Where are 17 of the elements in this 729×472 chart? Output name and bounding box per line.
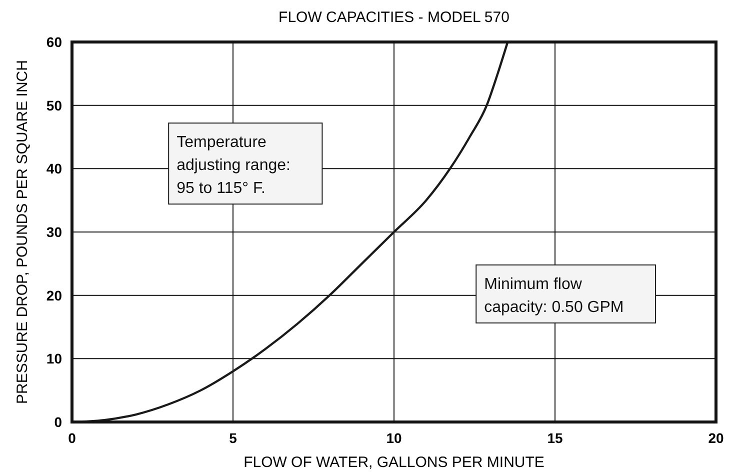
annotation: Minimum flow capacity: 0.50 GPM [484, 276, 624, 316]
x-tick-label: 20 [708, 430, 724, 446]
y-tick-label: 20 [46, 287, 62, 304]
y-tick-label: 30 [46, 224, 62, 240]
x-tick-label: 15 [547, 430, 563, 446]
y-tick-label: 40 [46, 160, 62, 177]
x-axis-title: FLOW OF WATER, GALLONS PER MINUTE [244, 454, 544, 471]
y-tick-label: 10 [46, 350, 62, 367]
y-tick-label: 60 [46, 34, 62, 50]
chart-title: FLOW CAPACITIES - MODEL 570 [278, 9, 510, 26]
y-tick-label: 50 [46, 97, 62, 114]
y-axis-title: PRESSURE DROP, POUNDS PER SQUARE INCH [14, 60, 31, 404]
x-tick-label: 0 [68, 430, 76, 446]
y-tick-label: 0 [54, 414, 62, 430]
x-tick-label: 5 [229, 430, 238, 446]
annotation: Temperature adjusting range: 95 to 115° F. [176, 134, 290, 198]
x-tick-label: 10 [386, 430, 402, 446]
